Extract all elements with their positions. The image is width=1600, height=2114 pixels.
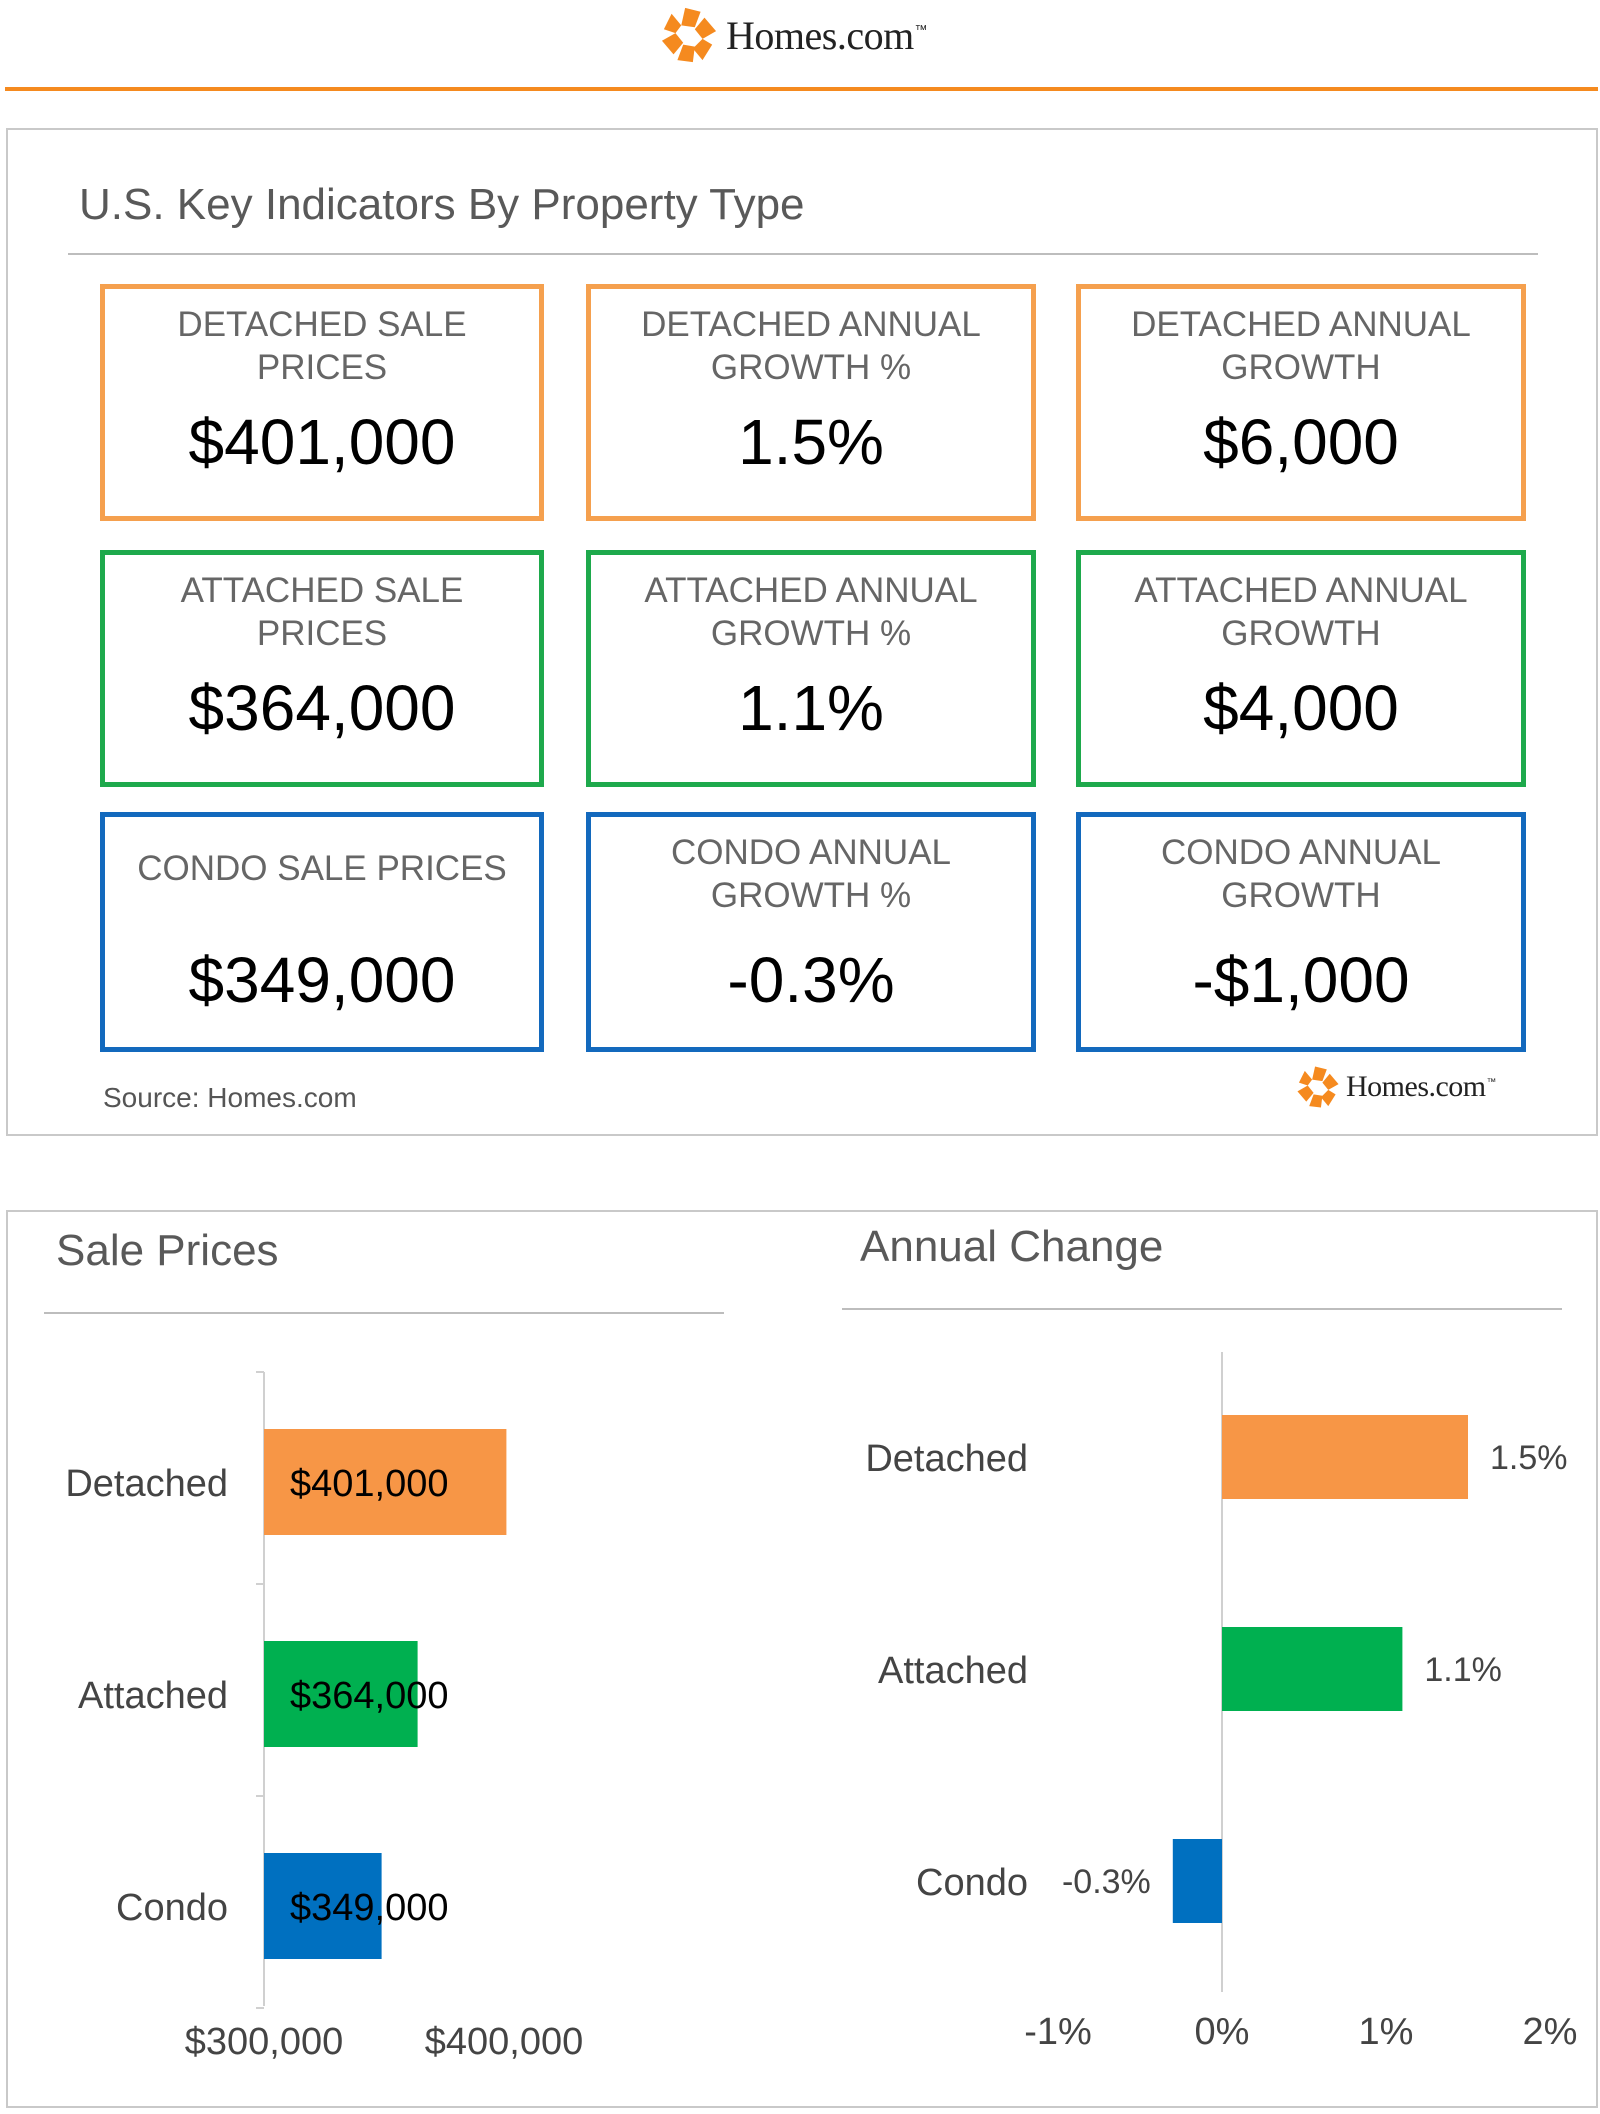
data-label: $364,000 bbox=[290, 1675, 449, 1717]
indicator-value: -$1,000 bbox=[1192, 944, 1410, 1016]
indicator-label: ATTACHED ANNUAL GROWTH bbox=[1134, 571, 1468, 653]
data-label: $401,000 bbox=[290, 1463, 449, 1505]
category-label: Condo bbox=[916, 1862, 1028, 1904]
indicator-value: 1.1% bbox=[738, 672, 884, 744]
data-label: 1.1% bbox=[1424, 1651, 1502, 1689]
category-label: Attached bbox=[878, 1650, 1028, 1692]
bar-attached bbox=[1222, 1627, 1403, 1711]
indicator-card-condo-1: CONDO SALE PRICES $349,000 bbox=[100, 812, 544, 1052]
bar-detached bbox=[264, 1429, 507, 1535]
indicator-label: DETACHED SALE PRICES bbox=[177, 305, 467, 387]
bar-detached bbox=[1222, 1415, 1468, 1499]
x-tick-label: 1% bbox=[1359, 2011, 1414, 2053]
brand-logo[interactable]: Homes.com™ bbox=[660, 6, 927, 64]
indicator-card-detached-2: DETACHED ANNUAL GROWTH % 1.5% bbox=[586, 284, 1036, 521]
indicator-label: DETACHED ANNUAL GROWTH % bbox=[641, 305, 981, 387]
homes-logo-icon bbox=[661, 7, 717, 63]
brand-name: Homes.com bbox=[1346, 1070, 1486, 1103]
indicator-card-condo-3: CONDO ANNUAL GROWTH -$1,000 bbox=[1076, 812, 1526, 1052]
indicator-card-attached-1: ATTACHED SALE PRICES $364,000 bbox=[100, 550, 544, 787]
category-label: Condo bbox=[116, 1887, 228, 1929]
category-label: Detached bbox=[865, 1438, 1028, 1480]
indicator-value: $4,000 bbox=[1203, 672, 1399, 744]
sale-prices-title: Sale Prices bbox=[56, 1226, 279, 1275]
category-label: Attached bbox=[78, 1675, 228, 1717]
panel-brand-logo[interactable]: Homes.com™ bbox=[1296, 1065, 1496, 1109]
category-label: Detached bbox=[65, 1463, 228, 1505]
indicator-value: $349,000 bbox=[188, 944, 456, 1016]
indicators-title: U.S. Key Indicators By Property Type bbox=[79, 180, 805, 229]
data-label: $349,000 bbox=[290, 1887, 449, 1929]
indicator-card-detached-3: DETACHED ANNUAL GROWTH $6,000 bbox=[1076, 284, 1526, 521]
indicators-panel: U.S. Key Indicators By Property Type DET… bbox=[6, 128, 1598, 1136]
brand-tm: ™ bbox=[1486, 1077, 1497, 1088]
indicator-value: $6,000 bbox=[1203, 406, 1399, 478]
sale-prices-chart: Detached $401,000 Attached $364,000 Condo $34… bbox=[65, 1371, 584, 2063]
indicators-title-rule bbox=[68, 253, 1538, 255]
x-tick-label: -1% bbox=[1024, 2011, 1092, 2053]
bar-attached bbox=[264, 1641, 418, 1747]
indicator-card-condo-2: CONDO ANNUAL GROWTH % -0.3% bbox=[586, 812, 1036, 1052]
sale-prices-title-rule bbox=[44, 1312, 724, 1314]
indicator-label: DETACHED ANNUAL GROWTH bbox=[1131, 305, 1471, 387]
bar-condo bbox=[1172, 1839, 1222, 1923]
indicator-label: CONDO ANNUAL GROWTH bbox=[1160, 833, 1442, 915]
annual-change-title: Annual Change bbox=[860, 1222, 1164, 1271]
data-label: 1.5% bbox=[1490, 1439, 1568, 1477]
annual-change-chart: Detached 1.5% Attached 1.1% Condo -0.3% -1% 0% 1… bbox=[865, 1352, 1578, 2053]
indicator-card-attached-3: ATTACHED ANNUAL GROWTH $4,000 bbox=[1076, 550, 1526, 787]
indicator-label: ATTACHED ANNUAL GROWTH % bbox=[644, 571, 978, 653]
data-label: -0.3% bbox=[1062, 1863, 1151, 1901]
indicator-value: $364,000 bbox=[188, 672, 456, 744]
brand-name: Homes.com bbox=[726, 12, 914, 58]
annual-change-title-rule bbox=[842, 1308, 1562, 1310]
x-tick-label: $300,000 bbox=[185, 2021, 344, 2063]
header-rule bbox=[5, 87, 1598, 91]
charts-panel: Sale Prices Annual Change Detached $401,0… bbox=[6, 1210, 1598, 2108]
indicator-value: 1.5% bbox=[738, 406, 884, 478]
indicator-label: CONDO ANNUAL GROWTH % bbox=[670, 833, 952, 915]
indicator-card-attached-2: ATTACHED ANNUAL GROWTH % 1.1% bbox=[586, 550, 1036, 787]
indicator-label: CONDO SALE PRICES bbox=[137, 849, 507, 888]
indicator-card-detached-1: DETACHED SALE PRICES $401,000 bbox=[100, 284, 544, 521]
indicator-value: $401,000 bbox=[188, 406, 456, 478]
brand-tm: ™ bbox=[914, 22, 928, 38]
x-tick-label: $400,000 bbox=[425, 2021, 584, 2063]
indicator-value: -0.3% bbox=[727, 944, 895, 1016]
source-note: Source: Homes.com bbox=[103, 1082, 357, 1113]
homes-logo-icon bbox=[1297, 1066, 1339, 1108]
x-tick-label: 0% bbox=[1195, 2011, 1250, 2053]
x-tick-label: 2% bbox=[1523, 2011, 1578, 2053]
indicator-label: ATTACHED SALE PRICES bbox=[180, 571, 464, 653]
page-header: Homes.com™ bbox=[0, 0, 1600, 92]
bar-condo bbox=[264, 1853, 382, 1959]
